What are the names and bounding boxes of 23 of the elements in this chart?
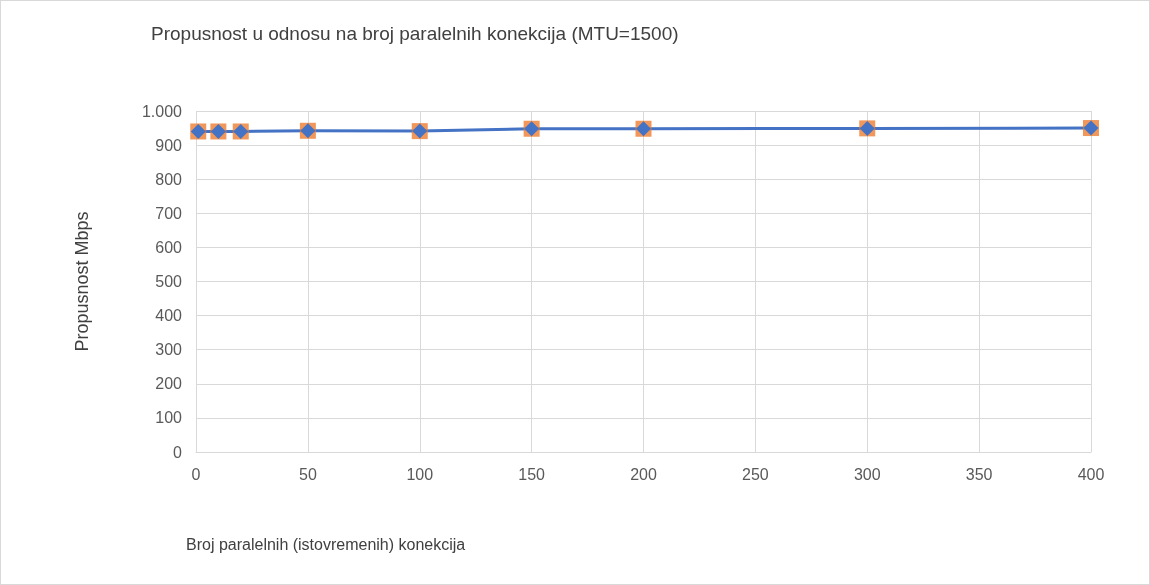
x-tick-label: 50	[298, 465, 317, 483]
y-tick-label: 600	[155, 238, 183, 256]
x-tick-label: 250	[742, 465, 769, 483]
x-tick-label: 150	[518, 465, 546, 483]
x-tick-label: 200	[630, 465, 657, 483]
y-tick-label: 200	[155, 375, 183, 393]
y-tick-label: 400	[155, 307, 183, 325]
x-axis-title: Broj paralelnih (istovremenih) konekcija	[186, 535, 466, 553]
x-tick-label: 350	[965, 465, 993, 483]
y-tick-label: 300	[155, 341, 183, 359]
y-tick-label: 500	[155, 273, 183, 290]
y-tick-label: 700	[155, 204, 183, 222]
y-tick-label: 900	[155, 136, 183, 154]
y-tick-label: 100	[155, 409, 183, 427]
y-tick-label: 0	[173, 443, 183, 461]
x-tick-label: 0	[191, 465, 201, 483]
y-axis-title: Propusnost Mbps	[72, 211, 92, 352]
y-tick-label: 1.000	[141, 102, 183, 120]
x-tick-label: 400	[1077, 465, 1105, 483]
x-tick-label: 300	[853, 465, 881, 483]
chart-title: Propusnost u odnosu na broj paralelnih konekcija (MTU=1500)	[151, 23, 679, 44]
x-tick-label: 100	[406, 465, 434, 483]
y-tick-label: 800	[155, 170, 183, 188]
